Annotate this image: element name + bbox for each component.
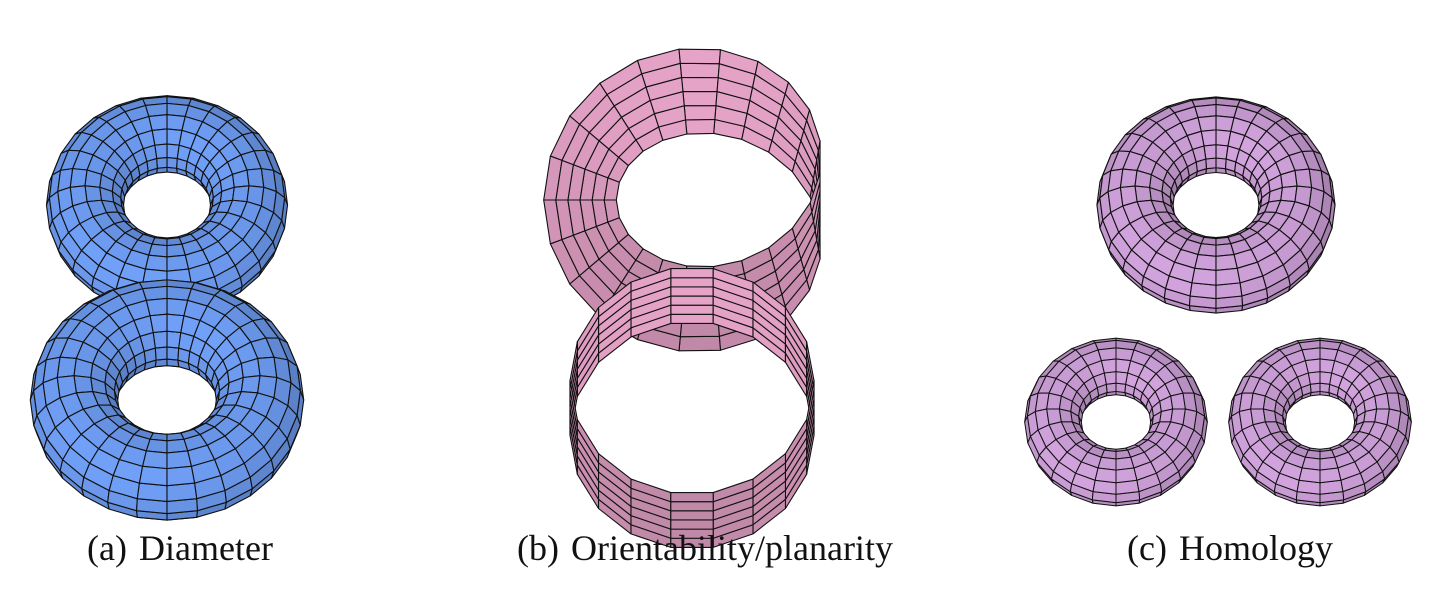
panel-b-orientability — [543, 48, 821, 548]
cylinder-band — [569, 268, 815, 548]
mesh-face — [144, 254, 168, 272]
mesh-face — [1374, 392, 1390, 410]
mesh-face — [679, 62, 720, 79]
mesh-face — [1280, 185, 1298, 203]
panel-c-homology — [1024, 96, 1412, 507]
mesh-face — [156, 156, 168, 169]
mesh-face — [136, 482, 168, 503]
mesh-face — [166, 482, 198, 503]
mesh-face — [1294, 168, 1313, 189]
mesh-face — [1215, 267, 1241, 286]
mesh-face — [670, 268, 714, 279]
torus-top — [1096, 96, 1336, 314]
caption-text-a: Diameter — [139, 528, 273, 568]
mesh-face — [257, 356, 278, 379]
mesh-face — [1170, 392, 1186, 410]
caption-tag-b: (b) — [517, 528, 560, 568]
mesh-face — [670, 313, 714, 324]
mesh-face — [138, 465, 168, 487]
mesh-face — [1191, 267, 1217, 286]
mesh-face — [741, 247, 773, 275]
mesh-face — [1115, 467, 1138, 484]
mesh-face — [73, 375, 94, 394]
mesh-face — [232, 185, 250, 203]
caption-homology: (c) Homology — [1080, 520, 1380, 576]
torus-large-bottom — [29, 279, 305, 521]
mesh-face — [670, 492, 714, 503]
caption-text-c: Homology — [1178, 528, 1333, 568]
mesh-face — [1319, 467, 1342, 484]
mesh-face — [683, 104, 717, 121]
mesh-face — [1194, 254, 1217, 271]
mesh-face — [670, 295, 714, 306]
mesh-face — [166, 254, 190, 272]
mesh-face — [670, 510, 714, 521]
mesh-face — [679, 321, 720, 338]
mesh-face — [1094, 467, 1117, 484]
mesh-face — [670, 501, 714, 512]
mesh-face — [682, 91, 718, 107]
mesh-face — [670, 286, 714, 297]
mesh-face — [166, 346, 180, 361]
mesh-face — [154, 346, 168, 361]
mesh-face — [678, 48, 722, 65]
caption-text-b: Orientability/planarity — [571, 528, 893, 568]
mesh-face — [69, 168, 88, 188]
mesh-face — [670, 277, 714, 288]
mesh-face — [670, 304, 714, 315]
mesh-face — [1298, 467, 1321, 484]
mesh-face — [1119, 168, 1138, 189]
mesh-face — [684, 118, 716, 135]
mesh-face — [1134, 185, 1152, 203]
mesh-face — [246, 168, 265, 188]
caption-tag-c: (c) — [1127, 528, 1167, 568]
mesh-face — [1250, 392, 1266, 410]
mesh-face — [56, 356, 77, 379]
mesh-face — [1215, 157, 1227, 170]
mesh-face — [240, 375, 261, 394]
mesh-face — [166, 465, 196, 487]
caption-diameter: (a) Diameter — [40, 520, 320, 576]
panel-a-diameter — [29, 95, 305, 521]
mesh-face — [84, 185, 102, 203]
mesh-face — [1215, 254, 1238, 271]
mesh-face — [681, 76, 719, 93]
mesh-face — [142, 450, 168, 470]
mesh-face — [166, 156, 178, 169]
torus-small-right — [1228, 337, 1412, 507]
mesh-face — [678, 335, 722, 352]
mesh-face — [166, 450, 192, 470]
torus-small-left — [1024, 337, 1208, 507]
caption-orientability: (b) Orientability/planarity — [470, 520, 940, 576]
caption-tag-a: (a) — [87, 528, 128, 568]
mesh-face — [1205, 157, 1217, 170]
mesh-face — [1046, 392, 1062, 410]
